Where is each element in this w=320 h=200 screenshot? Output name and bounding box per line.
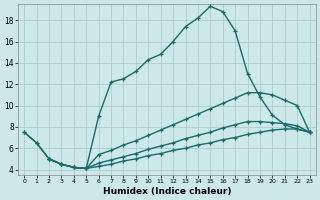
- X-axis label: Humidex (Indice chaleur): Humidex (Indice chaleur): [103, 187, 231, 196]
